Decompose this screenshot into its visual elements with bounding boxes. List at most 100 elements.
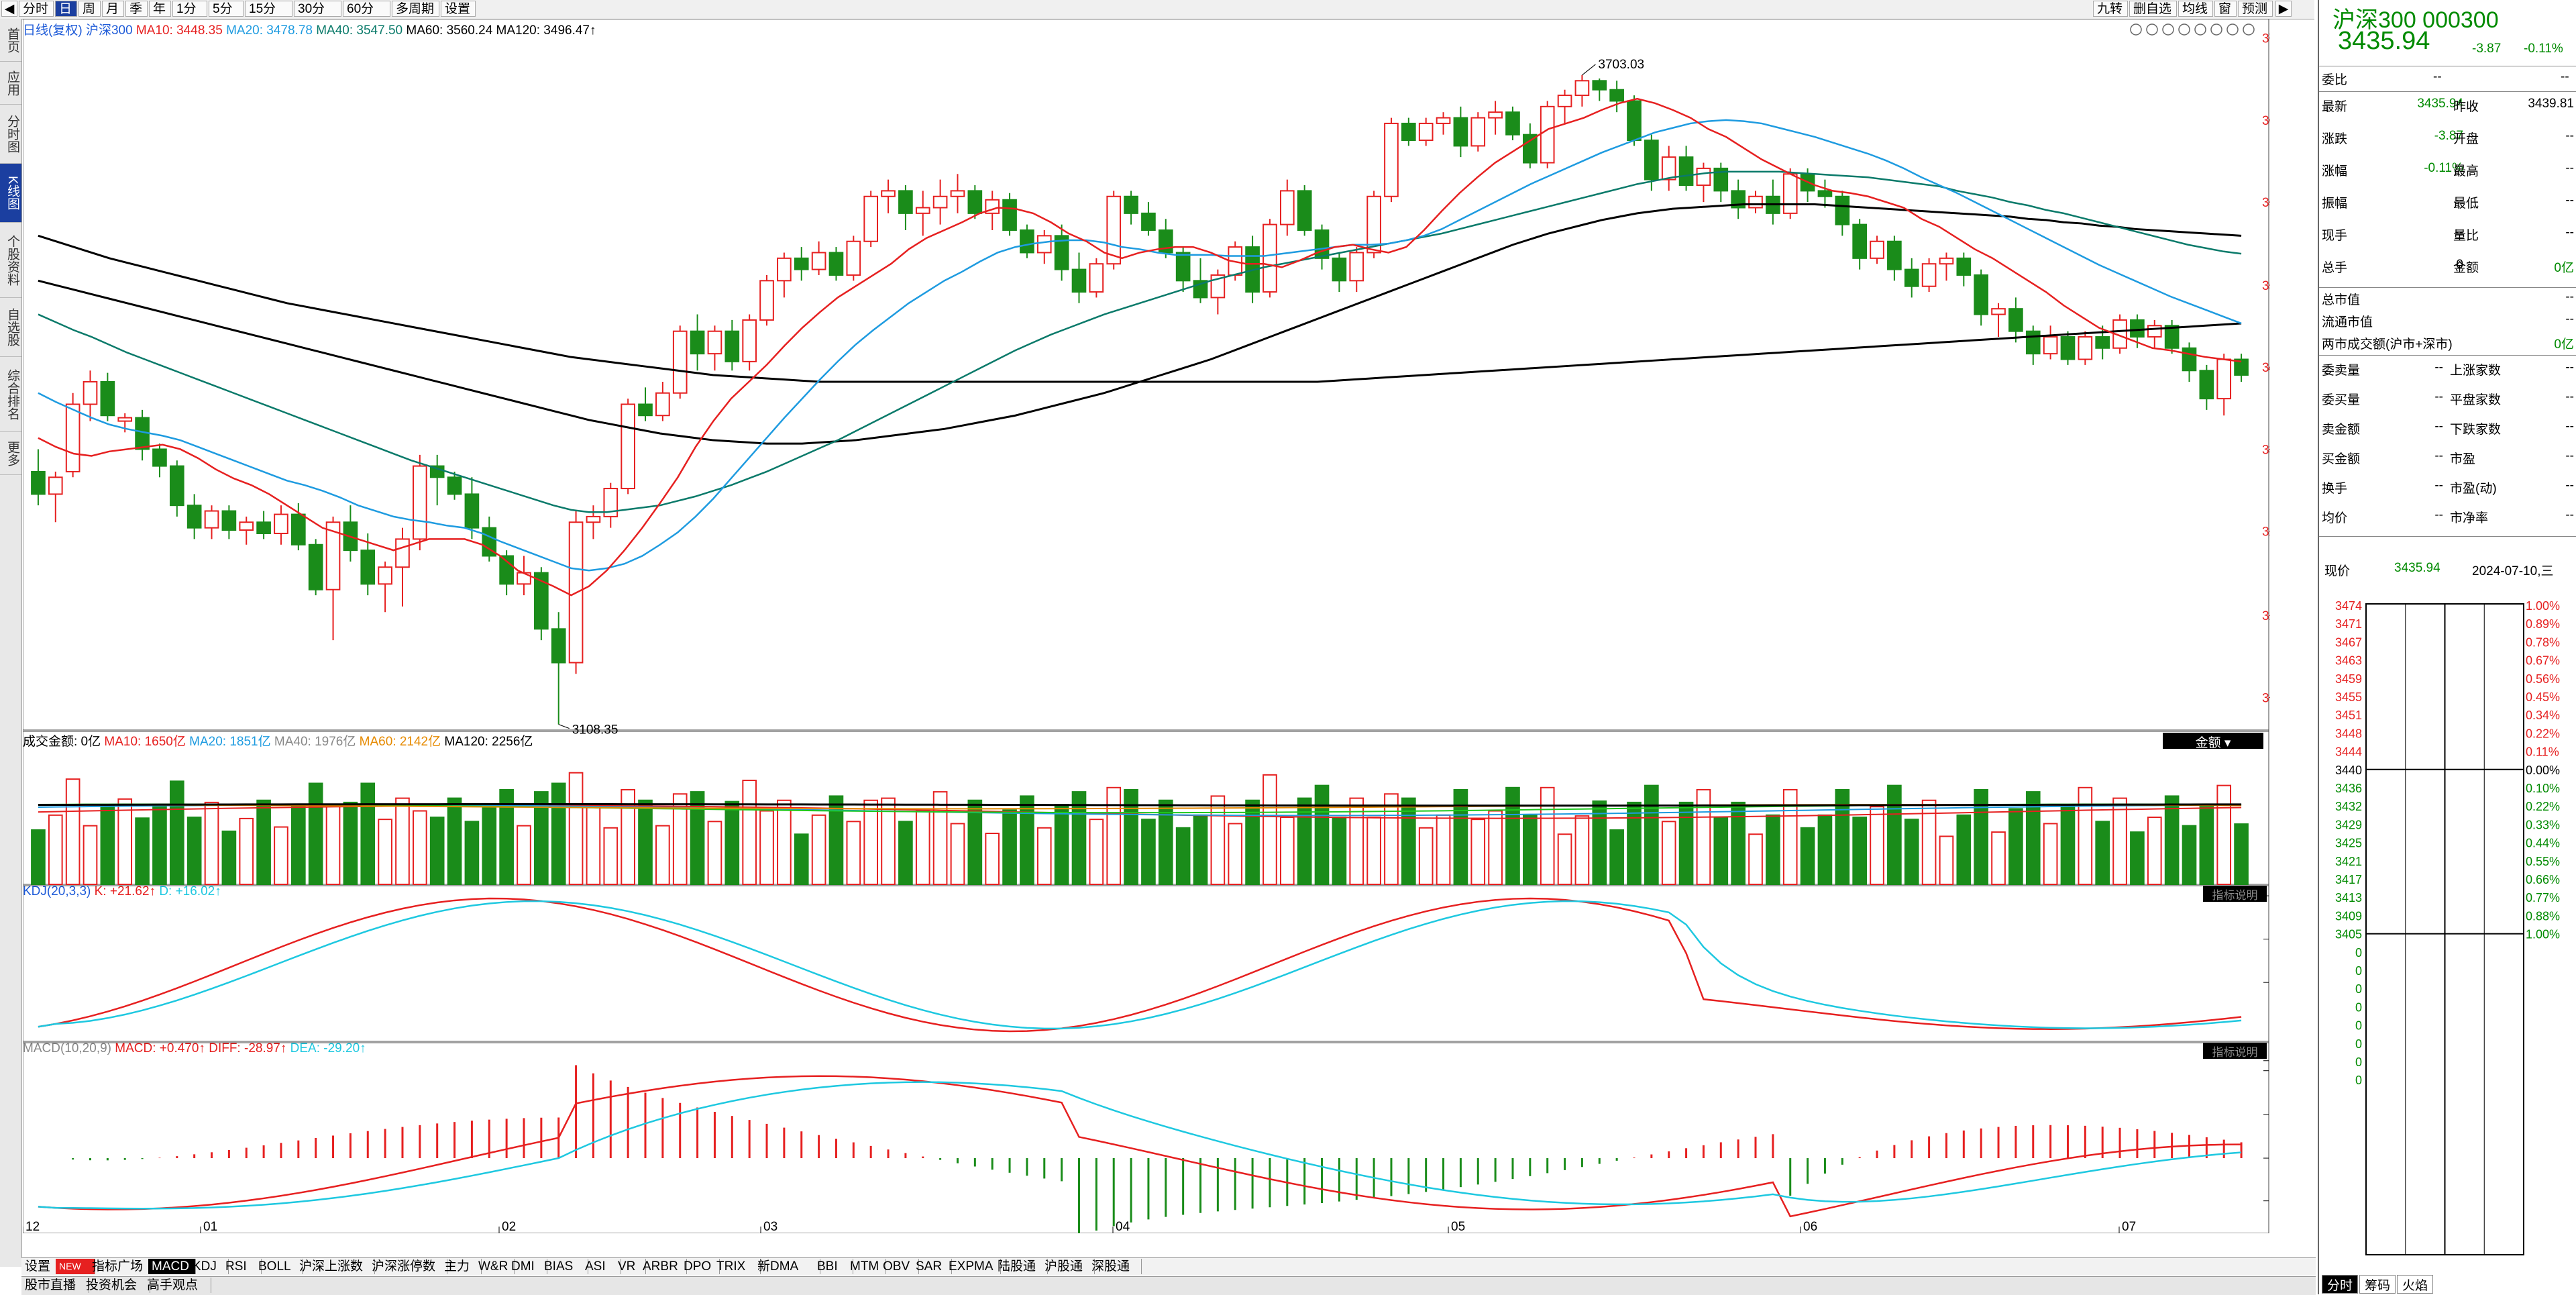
kdj-help-button[interactable]: 指标说明 <box>2203 886 2267 902</box>
indicator-tab-25[interactable]: 沪股通 <box>1041 1259 1095 1274</box>
period-button-10[interactable]: 60分 <box>343 1 390 17</box>
close-icon[interactable] <box>2243 23 2255 36</box>
quote-label-r4-2: 卖金额 <box>2322 423 2361 437</box>
indicator-tab-18[interactable]: 新DMA <box>754 1259 820 1274</box>
candle-body <box>2182 347 2197 372</box>
redo-icon[interactable] <box>2178 23 2190 36</box>
period-button-11[interactable]: 多周期 <box>392 1 439 17</box>
indicator-tab-8[interactable]: 沪深涨停数 <box>368 1259 447 1274</box>
indicator-tab-23[interactable]: EXPMA <box>945 1259 1001 1274</box>
undo-icon[interactable] <box>2162 23 2174 36</box>
right-tab-1[interactable]: 筹码 <box>2359 1275 2396 1294</box>
indicator-tab-6[interactable]: BOLL <box>255 1259 303 1274</box>
prev-arrow-icon[interactable]: ◀ <box>1 1 17 17</box>
volume-bar <box>1124 788 1138 886</box>
mini-timeshare-chart[interactable]: 3474 3471 3467 3463 3459 3455 3451 3448 3444 3440… <box>2319 584 2576 1272</box>
volume-bar <box>690 791 705 885</box>
tool-button-0[interactable]: 九转 <box>2093 1 2128 17</box>
indicator-tab-13[interactable]: ASI <box>582 1259 621 1274</box>
indicator-tab-14[interactable]: VR <box>614 1259 646 1274</box>
sidebar-item-7[interactable]: 更多 <box>0 432 21 475</box>
period-button-4[interactable]: 季 <box>125 1 148 17</box>
candle-body <box>221 510 237 531</box>
indicator-tab-24[interactable]: 陆股通 <box>994 1259 1048 1274</box>
indicator-tab-7[interactable]: 沪深上涨数 <box>296 1259 375 1274</box>
zoom-in-icon[interactable] <box>2226 23 2239 36</box>
indicator-tab-3[interactable]: MACD <box>148 1259 196 1274</box>
sidebar-item-0[interactable]: 首页 <box>0 19 21 62</box>
status-tab-0[interactable]: 股市直播 <box>21 1278 89 1293</box>
candle-body <box>2095 336 2110 349</box>
tool-button-4[interactable]: 预测 <box>2238 1 2273 17</box>
status-tab-1[interactable]: 投资机会 <box>83 1278 150 1293</box>
period-button-7[interactable]: 5分 <box>209 1 244 17</box>
candle-body <box>2234 358 2249 376</box>
indicator-tab-11[interactable]: DMI <box>508 1259 547 1274</box>
right-tab-2[interactable]: 火焰 <box>2397 1275 2433 1294</box>
quote-value-r3-2: 0亿 <box>2554 338 2574 352</box>
indicator-tab-15[interactable]: ARBR <box>639 1259 687 1274</box>
period-button-2[interactable]: 周 <box>78 1 101 17</box>
period-button-8[interactable]: 15分 <box>245 1 292 17</box>
lock-icon[interactable] <box>2194 23 2206 36</box>
indicator-tab-17[interactable]: TRIX <box>713 1259 761 1274</box>
indicator-tab-1[interactable]: NEW <box>56 1259 95 1274</box>
indicator-tab-4[interactable]: KDJ <box>189 1259 229 1274</box>
sidebar-item-6[interactable]: 综合排名 <box>0 357 21 432</box>
period-button-0[interactable]: 分时 <box>19 1 54 17</box>
volume-type-dropdown[interactable]: 金额 ▾ <box>2163 733 2263 750</box>
sidebar-item-4[interactable]: 个股资料 <box>0 223 21 298</box>
mini-right-tick: 0.22% <box>2526 727 2560 740</box>
eye-icon[interactable] <box>2130 23 2142 36</box>
volume-bar <box>672 793 688 886</box>
period-button-9[interactable]: 30分 <box>294 1 341 17</box>
candle-body <box>534 572 549 630</box>
quote-label-r4-5: 均价 <box>2322 511 2348 525</box>
period-button-12[interactable]: 设置 <box>441 1 476 17</box>
sidebar-item-5[interactable]: 自选股 <box>0 298 21 357</box>
sidebar-item-1[interactable]: 应用 <box>0 62 21 105</box>
volume-bar <box>517 825 531 886</box>
minus-icon[interactable] <box>2210 23 2222 36</box>
indicator-tab-26[interactable]: 深股通 <box>1088 1259 1142 1274</box>
tool-button-1[interactable]: 删自选 <box>2129 1 2177 17</box>
eye-off-icon[interactable] <box>2146 23 2158 36</box>
volume-bar <box>1766 814 1780 886</box>
status-tab-2[interactable]: 高手观点 <box>144 1278 211 1293</box>
indicator-tab-12[interactable]: BIAS <box>541 1259 588 1274</box>
next-arrow-icon[interactable]: ▶ <box>2275 1 2292 17</box>
indicator-tab-9[interactable]: 主力 <box>441 1259 482 1274</box>
candle-body <box>1557 95 1572 107</box>
volume-bar <box>65 778 80 885</box>
indicator-tab-21[interactable]: OBV <box>879 1259 919 1274</box>
period-button-5[interactable]: 年 <box>149 1 171 17</box>
sidebar-item-2[interactable]: 分时图 <box>0 105 21 164</box>
volume-bar <box>1609 829 1624 886</box>
period-button-1[interactable]: 日 <box>55 1 77 17</box>
volume-bar <box>274 826 288 886</box>
tool-button-2[interactable]: 均线 <box>2178 1 2213 17</box>
candle-body <box>811 252 826 270</box>
right-tab-0[interactable]: 分时 <box>2322 1275 2358 1294</box>
candle-body <box>1279 190 1295 225</box>
macd-help-button[interactable]: 指标说明 <box>2203 1043 2267 1059</box>
indicator-tab-19[interactable]: BBI <box>814 1259 853 1274</box>
indicator-tab-5[interactable]: RSI <box>222 1259 262 1274</box>
period-button-6[interactable]: 1分 <box>172 1 207 17</box>
x-axis-label: 02 <box>502 1220 516 1233</box>
indicator-tab-22[interactable]: SAR <box>912 1259 952 1274</box>
quote-date: 2024-07-10,三 <box>2472 564 2554 578</box>
kdj-legend: KDJ(20,3,3) K: +21.62↑ D: +16.02↑ <box>23 884 221 899</box>
indicator-tab-2[interactable]: 指标广场 <box>89 1259 155 1274</box>
period-button-3[interactable]: 月 <box>102 1 124 17</box>
indicator-tab-16[interactable]: DPO <box>680 1259 720 1274</box>
sidebar-item-3[interactable]: K线图 <box>0 164 21 223</box>
quote-label-r2-3: 振幅 <box>2322 197 2348 211</box>
tool-button-3[interactable]: 窗 <box>2214 1 2237 17</box>
indicator-tab-20[interactable]: MTM <box>847 1259 886 1274</box>
indicator-tab-10[interactable]: W&R <box>475 1259 515 1274</box>
candle-body <box>274 513 288 535</box>
quote-label2-r4-5: 市净率 <box>2450 511 2489 525</box>
